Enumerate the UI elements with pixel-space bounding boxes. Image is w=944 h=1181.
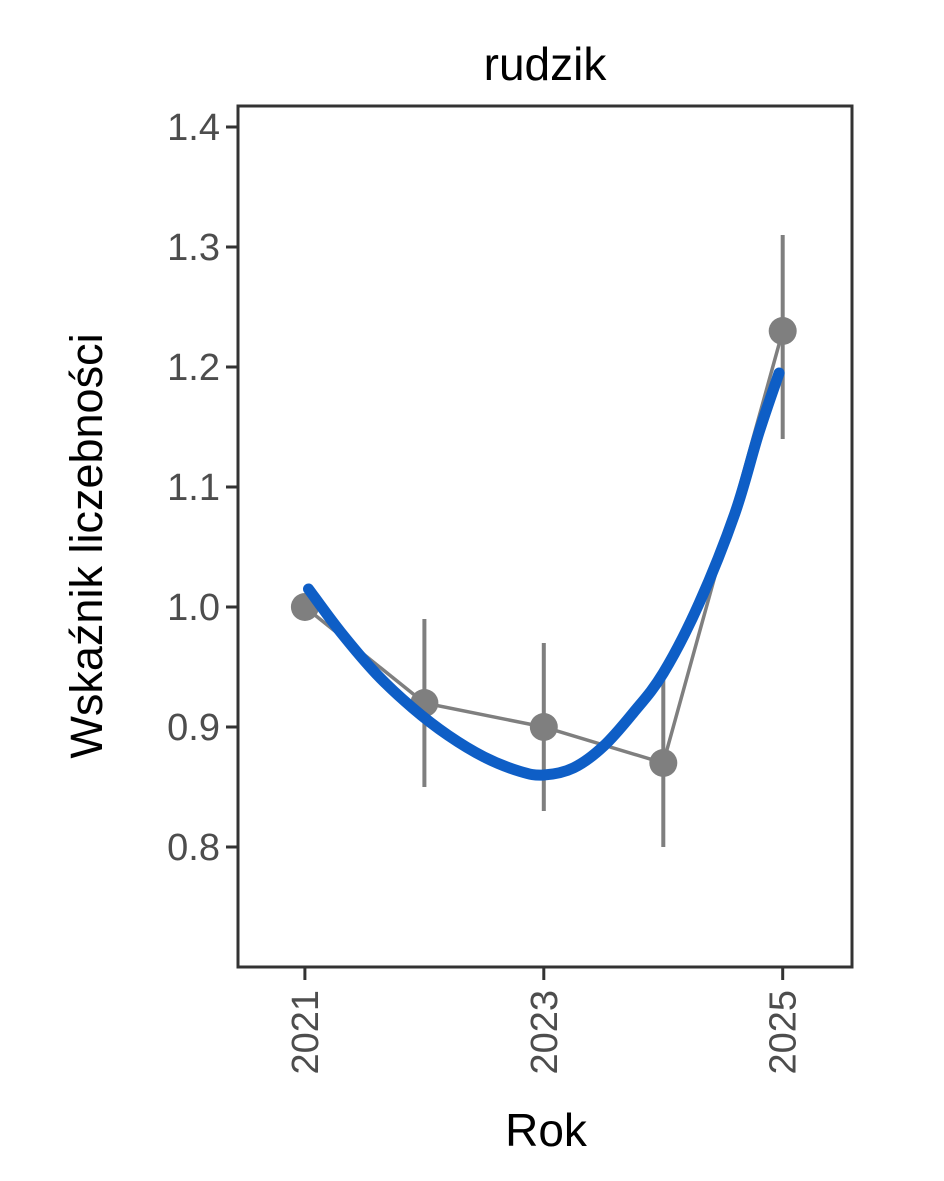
x-tick-label: 2025: [763, 990, 805, 1075]
x-axis-ticks: 2021 2023 2025: [285, 967, 805, 1075]
x-axis-title: Rok: [505, 1104, 588, 1156]
data-point: [649, 749, 678, 777]
x-tick-label: 2023: [524, 990, 566, 1075]
y-tick-label: 1.3: [167, 227, 220, 269]
trend-line: [303, 367, 785, 781]
data-points: [290, 317, 797, 777]
y-tick-label: 0.9: [167, 707, 220, 749]
chart-title: rudzik: [484, 38, 608, 90]
y-tick-label: 1.1: [167, 467, 220, 509]
y-tick-label: 1.0: [167, 587, 220, 629]
trend-path: [303, 367, 785, 781]
y-tick-label: 1.2: [167, 347, 220, 389]
y-axis-ticks: 0.8 0.9 1.0 1.1 1.2 1.3 1.4: [167, 107, 238, 869]
y-tick-label: 0.8: [167, 827, 220, 869]
x-tick-label: 2021: [285, 990, 327, 1075]
data-point: [768, 317, 797, 345]
plot-panel-border: [236, 104, 854, 969]
y-tick-label: 1.4: [167, 107, 220, 149]
data-point: [529, 713, 558, 741]
y-axis-title: Wskaźnik liczebności: [61, 333, 112, 758]
